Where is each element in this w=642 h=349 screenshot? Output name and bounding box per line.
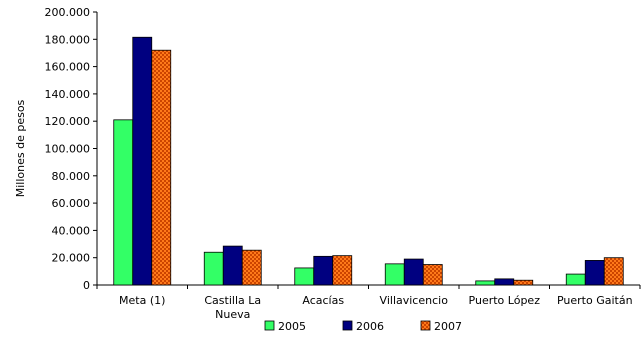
y-tick-label: 120.000 bbox=[45, 115, 91, 128]
bar-2007-0 bbox=[151, 49, 172, 286]
bar-2006-4 bbox=[494, 278, 515, 286]
y-axis-title: Millones de pesos bbox=[14, 99, 27, 197]
legend-swatch-2005 bbox=[264, 320, 275, 331]
x-tick-label: Puerto López bbox=[469, 294, 541, 307]
bar-2007-4 bbox=[513, 279, 534, 286]
bar-2005-0 bbox=[113, 119, 134, 286]
bar-2005-1 bbox=[203, 251, 224, 286]
bar-2007-3 bbox=[422, 264, 443, 286]
bar-2007-1 bbox=[241, 249, 262, 286]
bar-2005-4 bbox=[475, 280, 496, 286]
bar-2006-1 bbox=[222, 245, 243, 286]
bar-2005-5 bbox=[565, 273, 586, 286]
x-tick-label: Acacías bbox=[302, 294, 344, 307]
x-tick-label: Villavicencio bbox=[380, 294, 449, 307]
y-tick-label: 160.000 bbox=[45, 61, 91, 74]
bar-2006-3 bbox=[403, 258, 424, 286]
x-tick-label: Castilla La bbox=[204, 294, 261, 307]
x-tick-label: Nueva bbox=[215, 308, 250, 321]
legend-swatch-2007 bbox=[420, 320, 431, 331]
bar-2007-2 bbox=[332, 255, 353, 286]
y-tick-label: 200.000 bbox=[45, 6, 91, 19]
legend-swatch-2006 bbox=[342, 320, 353, 331]
bar-2006-0 bbox=[132, 36, 153, 286]
bar-2007-5 bbox=[603, 257, 624, 286]
y-tick-label: 100.000 bbox=[45, 143, 91, 156]
bar-2005-3 bbox=[384, 263, 405, 286]
bar-2006-5 bbox=[584, 260, 605, 286]
legend-label-2007: 2007 bbox=[434, 320, 462, 333]
legend-label-2006: 2006 bbox=[356, 320, 384, 333]
y-tick-label: 180.000 bbox=[45, 33, 91, 46]
bar-2005-2 bbox=[294, 267, 315, 286]
bar-2006-2 bbox=[313, 255, 334, 286]
legend-label-2005: 2005 bbox=[278, 320, 306, 333]
y-tick-label: 140.000 bbox=[45, 88, 91, 101]
y-tick-label: 80.000 bbox=[52, 170, 91, 183]
x-tick-label: Meta (1) bbox=[119, 294, 165, 307]
y-tick-label: 60.000 bbox=[52, 197, 91, 210]
x-tick-label: Puerto Gaitán bbox=[557, 294, 633, 307]
y-tick-label: 20.000 bbox=[52, 252, 91, 265]
y-tick-label: 40.000 bbox=[52, 224, 91, 237]
y-tick-label: 0 bbox=[83, 279, 90, 292]
